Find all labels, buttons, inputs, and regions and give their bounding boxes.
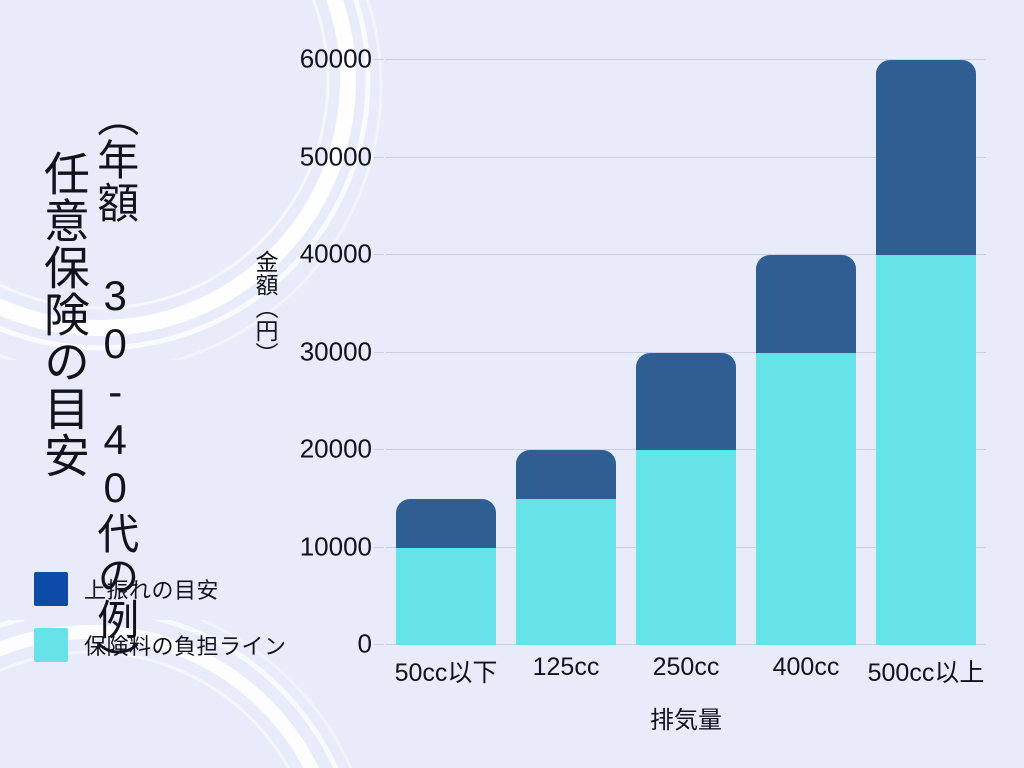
chart-legend: 上振れの目安 保険料の負担ライン [34, 572, 287, 662]
gridline: 40000 [300, 239, 986, 269]
bar-segment-upper-estimate[interactable] [755, 255, 857, 353]
x-tick-label: 500cc以上 [867, 659, 985, 687]
chart-area: 金額（円） 0 10000 20000 30000 40000 50000 60000 50… [230, 0, 1024, 768]
legend-item-premium-line: 保険料の負担ライン [34, 628, 287, 662]
bar-segment-upper-estimate[interactable] [635, 352, 737, 450]
bar-segment-premium-line[interactable] [515, 498, 617, 645]
x-tick-label: 125cc [532, 653, 600, 681]
x-tick-label: 50cc以下 [394, 659, 498, 687]
bar-group[interactable]: 250cc [635, 352, 737, 681]
y-tick-mark [374, 59, 384, 60]
x-tick-label: 250cc [652, 653, 720, 681]
bar-segment-upper-estimate[interactable] [515, 450, 617, 499]
gridline: 30000 [300, 336, 986, 366]
bar-group[interactable]: 500cc以上 [868, 60, 984, 687]
legend-label-premium-line: 保険料の負担ライン [84, 634, 287, 659]
y-tick-mark [374, 156, 384, 158]
y-tick-label: 50000 [299, 141, 372, 171]
bar-segment-premium-line[interactable] [395, 547, 497, 645]
bar-segment-premium-line[interactable] [755, 352, 857, 645]
x-tick-label: 400cc [772, 653, 840, 681]
bar-group[interactable]: 125cc [515, 450, 617, 681]
legend-item-upper-estimate: 上振れの目安 [34, 572, 287, 606]
legend-label-upper-estimate: 上振れの目安 [84, 578, 220, 603]
bar-segment-premium-line[interactable] [875, 255, 977, 645]
y-tick-mark [374, 546, 384, 548]
bar-group[interactable]: 50cc以下 [395, 498, 497, 687]
x-axis-title: 排気量 [650, 707, 722, 734]
gridline: 50000 [300, 141, 986, 171]
y-tick-mark [374, 351, 384, 353]
left-panel: （年額 30-40代の例） 任意保険の目安 上振れの目安 保険料の負担ライン [0, 0, 300, 768]
y-tick-label: 20000 [299, 433, 372, 464]
y-axis-title: 金額（円） [252, 250, 278, 365]
bar-segment-upper-estimate[interactable] [395, 498, 497, 548]
y-tick-label: 40000 [299, 238, 372, 269]
legend-swatch-upper-estimate [34, 572, 68, 606]
bar-segment-premium-line[interactable] [635, 450, 737, 645]
y-tick-label: 0 [357, 628, 372, 659]
page-title: 任意保険の目安 [37, 150, 90, 479]
y-tick-mark [374, 644, 384, 645]
slide-subtitle: （年額 30-40代の例） [91, 95, 139, 684]
y-tick-label: 10000 [299, 531, 372, 561]
y-tick-label: 60000 [299, 43, 372, 74]
bar-segment-upper-estimate[interactable] [875, 60, 977, 255]
gridline: 60000 [300, 44, 986, 74]
y-tick-mark [374, 254, 384, 255]
slide-title-block: （年額 30-40代の例） 任意保険の目安 [37, 95, 139, 684]
y-tick-mark [374, 449, 384, 450]
legend-swatch-premium-line [34, 628, 68, 662]
bar-series-container: 50cc以下 125cc 250cc 400cc 500cc以上 [386, 60, 986, 687]
plot-area: 0 10000 20000 30000 40000 50000 60000 50cc以下 12… [300, 44, 986, 687]
y-tick-label: 30000 [299, 336, 372, 366]
bar-group[interactable]: 400cc [755, 255, 857, 681]
